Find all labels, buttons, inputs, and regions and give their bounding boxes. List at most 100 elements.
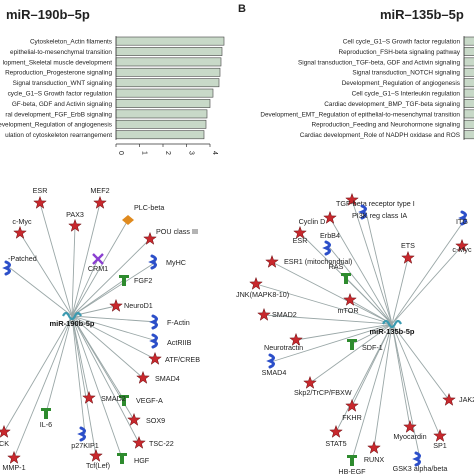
node-label: HB-EGF xyxy=(338,467,366,474)
edge xyxy=(71,258,99,317)
edge xyxy=(391,257,409,325)
bar xyxy=(115,130,205,140)
transcription-factor-icon xyxy=(127,412,141,426)
node-label: PI3K reg class IA xyxy=(352,211,407,220)
network-node: PAX3 xyxy=(66,210,84,232)
panel-b: B miR–135b–5p Cell cycle_G1–S Growth fac… xyxy=(236,3,474,474)
network-node: HB-EGF xyxy=(338,455,366,474)
node-label: ITG xyxy=(456,217,468,226)
transcription-factor-icon xyxy=(293,225,307,239)
transcription-factor-icon xyxy=(303,375,317,389)
bar-label: Cell cycle_G1–S Growth factor regulation xyxy=(343,39,461,46)
network-node: ESR xyxy=(293,225,307,245)
network-node: VEGF-A xyxy=(119,395,163,406)
node-label: ActRIIB xyxy=(167,338,192,347)
edge xyxy=(351,323,393,461)
edge xyxy=(309,323,393,384)
panel-b-network: TGF-beta receptor type I PI3K reg class I… xyxy=(236,192,474,474)
bar-label: Signal transduction_TGF-beta, GDF and Ac… xyxy=(298,59,460,66)
network-node: Myocardin xyxy=(393,419,427,441)
edge xyxy=(71,225,76,317)
node-label: Tcf(Lef) xyxy=(86,461,110,470)
transcription-factor-icon xyxy=(343,292,357,306)
edge xyxy=(71,261,157,317)
network-node: MMP-1 xyxy=(2,450,26,472)
mirna-hub: miR-190b-5p xyxy=(49,311,95,328)
x-tick-label: 2 xyxy=(164,151,171,155)
bar xyxy=(115,78,220,88)
node-label: SOX9 xyxy=(146,416,165,425)
ligand-icon xyxy=(41,408,51,419)
node-label: FGF2 xyxy=(134,276,152,285)
network-node: PI3K reg class IA xyxy=(352,204,407,220)
bar xyxy=(463,99,474,108)
network-node: p27KIP1 xyxy=(71,426,99,450)
protein-icon xyxy=(266,353,275,369)
edge xyxy=(3,315,73,433)
edge xyxy=(71,315,90,399)
edge xyxy=(273,323,393,362)
bar-label: epithelial-to-mesenchymal transition xyxy=(10,49,112,56)
node-label: ESR xyxy=(33,186,48,195)
protein-icon xyxy=(2,260,11,276)
bar xyxy=(463,88,474,98)
network-node: SMAD2 xyxy=(82,390,126,404)
transcription-factor-icon xyxy=(345,398,359,412)
transcription-factor-icon xyxy=(82,390,96,404)
network-node: STAT5 xyxy=(325,424,347,448)
edge xyxy=(255,283,393,325)
bar xyxy=(115,36,225,46)
network-node: ATF/CREB xyxy=(148,351,200,365)
node-label: NeuroD1 xyxy=(124,301,153,310)
bar-label: Cell cycle_G1–S Interleukin regulation xyxy=(352,91,461,98)
bar xyxy=(115,119,207,129)
edge xyxy=(295,323,393,341)
transcription-factor-icon xyxy=(265,254,279,268)
node-label: SP1 xyxy=(433,441,447,450)
transcription-factor-icon xyxy=(249,276,263,290)
protein-icon xyxy=(412,451,421,467)
x-tick-label: 3 xyxy=(188,151,195,155)
network-node: mTOR xyxy=(337,292,359,315)
node-label: ErbB4 xyxy=(320,231,340,240)
node-label: PAX3 xyxy=(66,210,84,219)
ligand-icon xyxy=(341,273,351,284)
node-label: TSC-22 xyxy=(149,439,174,448)
node-label: FKHR xyxy=(342,413,362,422)
network-node: SOX9 xyxy=(127,412,165,426)
node-label: F-Actin xyxy=(167,318,190,327)
network-node: SP1 xyxy=(433,428,447,450)
network-node: JNK(MAPK8-10) xyxy=(236,276,289,299)
bar xyxy=(115,67,221,77)
network-node: SMAD2 xyxy=(257,307,297,321)
bar xyxy=(115,57,222,67)
node-label: SMAD4 xyxy=(155,374,180,383)
network-node: ITG xyxy=(456,210,468,226)
node-label: c-Myc xyxy=(12,217,32,226)
node-label: Neurotractin xyxy=(264,343,303,352)
node-label: mTOR xyxy=(337,306,358,315)
edge xyxy=(71,315,97,457)
node-label: POU class III xyxy=(156,227,198,236)
network-node: CK xyxy=(0,424,11,448)
edges xyxy=(255,199,467,461)
network-node: Cyclin D xyxy=(299,210,337,226)
network-node: ETS xyxy=(401,241,415,264)
transcription-factor-icon xyxy=(401,250,415,264)
transcription-factor-icon xyxy=(367,440,381,454)
edge xyxy=(391,245,463,325)
bar-label: Cardiac development_Role of NADPH oxidas… xyxy=(300,132,460,139)
edge xyxy=(391,217,467,325)
transcription-factor-icon xyxy=(345,192,359,206)
edge xyxy=(391,323,411,428)
bar-label: ral development_FGF_ErbB signaling xyxy=(5,111,112,118)
panel-b-title: miR–135b–5p xyxy=(380,7,464,22)
ligand-icon xyxy=(347,455,357,466)
network-node: GSK3 alpha/beta xyxy=(393,451,447,473)
transcription-factor-icon xyxy=(289,332,303,346)
network-node: Skp2/TrCP/FBXW xyxy=(294,375,352,397)
panel-a-title: miR–190b–5p xyxy=(6,7,90,22)
edge xyxy=(271,261,393,325)
node-label: HGF xyxy=(134,456,150,465)
